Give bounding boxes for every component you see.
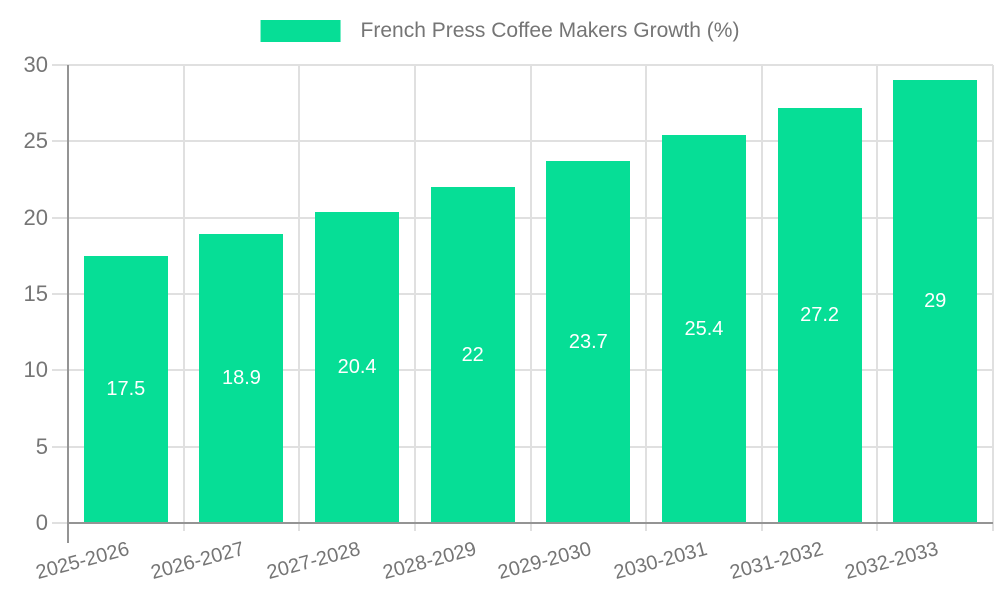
x-tick bbox=[298, 523, 301, 531]
plot-area: 0 5 10 15 20 25 30 17.5 18.9 20.4 22 23.7 25.4 27.2 29… bbox=[24, 52, 994, 584]
bar-value-label: 29 bbox=[924, 290, 947, 313]
legend-swatch bbox=[260, 20, 341, 42]
v-gridline bbox=[876, 65, 879, 523]
bar-value-label: 27.2 bbox=[800, 303, 840, 326]
y-axis-label: 20 bbox=[23, 204, 48, 230]
bar-value-label: 22 bbox=[461, 343, 484, 366]
h-gridline bbox=[52, 140, 993, 143]
bar: 17.5 bbox=[83, 255, 168, 523]
bar: 29 bbox=[893, 80, 978, 523]
x-tick bbox=[413, 523, 416, 531]
x-tick bbox=[529, 523, 532, 531]
y-tick bbox=[52, 522, 68, 524]
bar: 22 bbox=[430, 187, 515, 523]
v-gridline bbox=[529, 65, 532, 523]
x-tick bbox=[182, 523, 185, 531]
bar-value-label: 17.5 bbox=[106, 377, 146, 400]
x-axis-line bbox=[68, 522, 993, 524]
y-axis-label: 5 bbox=[35, 433, 48, 459]
x-tick bbox=[876, 523, 879, 531]
bar-value-label: 20.4 bbox=[337, 355, 377, 378]
h-gridline bbox=[52, 293, 993, 295]
bar-value-label: 25.4 bbox=[684, 317, 724, 340]
bar-value-label: 18.9 bbox=[221, 367, 261, 390]
legend-label: French Press Coffee Makers Growth (%) bbox=[360, 19, 740, 42]
x-tick bbox=[645, 523, 648, 531]
x-tick bbox=[760, 523, 763, 531]
y-axis-line bbox=[67, 65, 69, 543]
h-gridline bbox=[52, 369, 993, 372]
y-axis-label: 30 bbox=[23, 52, 48, 77]
bar: 25.4 bbox=[661, 135, 746, 523]
y-axis-label: 0 bbox=[35, 510, 48, 535]
h-gridline bbox=[52, 64, 993, 66]
x-tick bbox=[992, 523, 994, 531]
y-axis-label: 25 bbox=[23, 128, 48, 154]
h-gridline bbox=[52, 216, 993, 219]
h-gridline bbox=[52, 445, 993, 448]
bar: 23.7 bbox=[546, 161, 631, 523]
v-gridline bbox=[760, 65, 763, 523]
y-axis-label: 10 bbox=[23, 357, 48, 383]
v-gridline bbox=[992, 65, 994, 523]
bar: 20.4 bbox=[315, 211, 400, 523]
v-gridline bbox=[413, 65, 416, 523]
v-gridline bbox=[298, 65, 301, 523]
y-axis-label: 15 bbox=[23, 281, 48, 306]
v-gridline bbox=[645, 65, 648, 523]
v-gridline bbox=[182, 65, 185, 523]
bar: 27.2 bbox=[777, 107, 862, 523]
bar: 18.9 bbox=[199, 234, 284, 523]
legend-item[interactable]: French Press Coffee Makers Growth (%) bbox=[260, 19, 740, 43]
bar-value-label: 23.7 bbox=[568, 330, 608, 353]
